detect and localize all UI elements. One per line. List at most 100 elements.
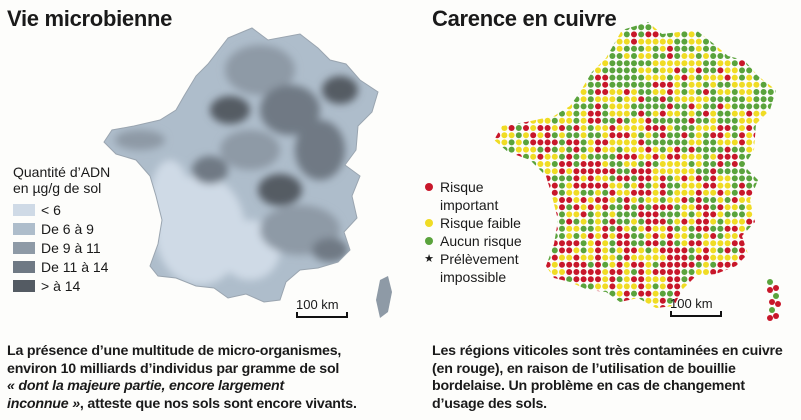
sample-dot xyxy=(746,38,753,45)
sample-dot xyxy=(523,211,529,218)
sample-dot xyxy=(501,305,508,308)
sample-dot xyxy=(703,103,709,110)
corsica xyxy=(376,276,392,318)
sample-dot xyxy=(731,168,738,175)
sample-dot xyxy=(710,89,717,95)
sample-dot xyxy=(739,22,745,23)
sample-dot xyxy=(645,189,652,196)
sample-dot xyxy=(695,60,702,67)
sample-dot xyxy=(616,297,623,304)
sample-dot xyxy=(559,240,565,247)
sample-dot xyxy=(746,53,753,59)
sample-dot xyxy=(667,60,673,67)
sample-dot xyxy=(659,89,666,95)
sample-dot xyxy=(595,60,601,67)
sample-dot xyxy=(731,297,738,304)
sample-dot xyxy=(580,139,587,146)
sample-dot xyxy=(566,22,573,23)
sample-dot xyxy=(760,22,767,23)
sample-dot xyxy=(544,197,551,203)
sample-dot xyxy=(595,96,601,103)
sample-dot xyxy=(659,305,666,308)
sample-dot xyxy=(760,233,767,239)
sample-dot xyxy=(580,96,587,103)
sample-dot xyxy=(681,67,688,74)
sample-dot xyxy=(667,161,673,167)
sample-dot xyxy=(616,153,623,160)
sample-dot xyxy=(760,74,767,81)
sample-dot xyxy=(566,283,573,290)
sample-dot xyxy=(551,197,558,203)
sample-dot xyxy=(703,225,709,232)
sample-dot xyxy=(724,110,731,117)
sample-dot xyxy=(739,297,745,304)
sample-dot xyxy=(595,218,601,225)
sample-dot xyxy=(559,233,565,239)
sample-dot xyxy=(609,103,616,110)
sample-dot xyxy=(667,24,673,31)
sample-dot xyxy=(631,240,637,247)
sample-dot xyxy=(674,283,681,290)
sample-dot xyxy=(631,168,637,175)
sample-dot xyxy=(746,276,753,283)
sample-dot xyxy=(602,225,609,232)
sample-dot xyxy=(609,132,616,139)
sample-dot xyxy=(530,117,537,124)
sample-dot xyxy=(703,132,709,139)
sample-dot xyxy=(724,168,731,175)
sample-dot xyxy=(731,261,738,268)
sample-dot xyxy=(688,60,695,67)
sample-dot xyxy=(753,204,760,211)
sample-dot xyxy=(688,110,695,117)
sample-dot xyxy=(616,225,623,232)
sample-dot xyxy=(559,53,565,59)
sample-dot xyxy=(681,38,688,45)
sample-dot xyxy=(739,211,745,218)
sample-dot xyxy=(717,139,724,146)
sample-dot xyxy=(609,74,616,81)
sample-dot xyxy=(739,74,745,81)
sample-dot xyxy=(652,261,659,268)
sample-dot xyxy=(544,247,551,254)
sample-dot xyxy=(523,96,529,103)
legend-swatch xyxy=(13,203,35,216)
sample-dot xyxy=(746,197,753,203)
sample-dot xyxy=(559,103,565,110)
sample-dot xyxy=(609,297,616,304)
sample-dot xyxy=(609,254,616,261)
sample-dot xyxy=(645,225,652,232)
sample-dot xyxy=(739,233,745,239)
sample-dot xyxy=(602,175,609,182)
sample-dot xyxy=(775,74,776,81)
sample-dot xyxy=(753,218,760,225)
sample-dot xyxy=(652,297,659,304)
caption-line: La présence d’une multitude de micro-org… xyxy=(7,343,342,359)
sample-dot xyxy=(638,254,645,261)
sample-dot xyxy=(580,283,587,290)
sample-dot xyxy=(695,153,702,160)
sample-dot xyxy=(616,269,623,275)
sample-dot xyxy=(537,22,544,23)
sample-dot xyxy=(717,22,724,23)
sample-dot xyxy=(487,132,493,138)
sample-dot xyxy=(494,60,501,67)
sample-dot xyxy=(674,197,681,203)
sample-dot xyxy=(753,89,760,95)
sample-dot xyxy=(544,103,551,110)
sample-dot xyxy=(703,74,709,81)
legend-title-line2: en µg/g de sol xyxy=(13,180,102,196)
sample-dot xyxy=(724,261,731,268)
panel-copper-deficiency: Carence en cuivre Risque important Risqu… xyxy=(410,0,801,420)
sample-dot xyxy=(631,96,637,103)
sample-dot xyxy=(746,125,753,131)
sample-dot xyxy=(652,254,659,261)
sample-dot xyxy=(645,74,652,81)
sample-dot xyxy=(587,132,594,139)
sample-dot xyxy=(724,161,731,167)
sample-dot xyxy=(667,204,673,211)
sample-dot xyxy=(760,153,767,160)
scale-line xyxy=(296,312,348,318)
sample-dot xyxy=(551,297,558,304)
sample-dot xyxy=(767,287,773,293)
sample-dot xyxy=(703,60,709,67)
